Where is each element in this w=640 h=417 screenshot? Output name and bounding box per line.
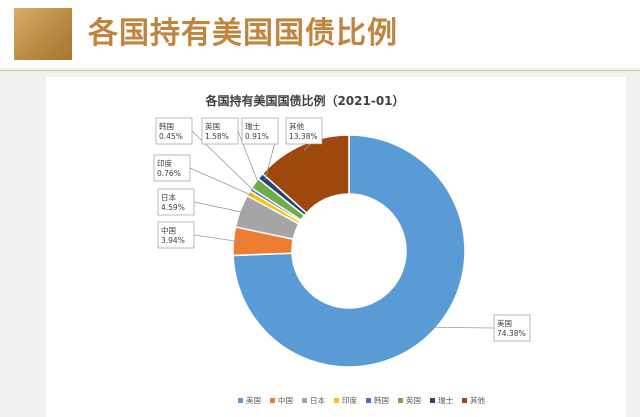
leader-line-6 (237, 130, 261, 187)
data-label-category-6: 英国 (205, 121, 220, 131)
legend-swatch-7 (430, 398, 435, 403)
data-label-box-5 (155, 117, 193, 145)
leader-line-4 (189, 167, 254, 197)
legend-label-1: 美国 (246, 395, 261, 405)
legend-label-5: 韩国 (374, 395, 389, 405)
legend-swatch-6 (398, 398, 403, 403)
data-label-box-6 (201, 117, 239, 145)
donut-chart: 美国74.38%中国3.94%日本4.59%印度0.76%韩国0.45%英国1.… (153, 93, 531, 405)
header-logo-icon (14, 8, 72, 60)
data-label-value-1: 74.38% (497, 329, 526, 338)
data-label-box-3 (157, 188, 195, 216)
legend-swatch-4 (334, 398, 339, 403)
data-label-value-4: 0.76% (157, 169, 181, 178)
data-label-category-4: 印度 (157, 158, 172, 168)
data-label-box-7 (241, 117, 279, 145)
data-label-value-8: 13.38% (289, 132, 318, 141)
legend-label-4: 印度 (342, 395, 357, 405)
leader-line-1 (428, 326, 495, 329)
legend-label-3: 日本 (310, 395, 325, 405)
data-label-category-3: 日本 (161, 192, 176, 202)
header-divider (0, 70, 640, 71)
legend-swatch-5 (366, 398, 371, 403)
legend-label-2: 中国 (278, 395, 293, 405)
chart-panel: 美国 74.38% 中国 3.94% 日本 4.59% 印度 0.76% 韩国 0.45% 英国 1.… (46, 77, 626, 417)
legend-label-8: 其他 (470, 395, 485, 405)
data-label-box-2 (157, 221, 195, 249)
data-label-category-2: 中国 (161, 225, 176, 235)
data-label-box-1 (493, 314, 531, 342)
legend-swatch-2 (270, 398, 275, 403)
leader-line-3 (193, 201, 246, 214)
data-label-box-8 (285, 117, 323, 145)
legend-label-7: 瑞士 (438, 395, 453, 405)
header-bar: 各国持有美国国债比例 (0, 0, 640, 68)
legend-swatch-3 (302, 398, 307, 403)
data-label-category-7: 瑞士 (245, 121, 260, 131)
data-label-value-5: 0.45% (159, 132, 183, 141)
data-label-category-1: 美国 (497, 318, 512, 328)
chart-legend: 美国 中国 日本 印度 韩国 英国 瑞士 其他 (238, 395, 485, 405)
data-label-box-4 (153, 154, 191, 182)
legend-label-6: 英国 (406, 395, 421, 405)
data-label-value-2: 3.94% (161, 236, 185, 245)
legend-swatch-8 (462, 398, 467, 403)
data-label-value-6: 1.58% (205, 132, 229, 141)
slice-8 (261, 134, 350, 215)
leader-line-2 (193, 234, 240, 243)
chart-title: 各国持有美国国债比例（2021-01） (204, 93, 404, 108)
slice-1 (232, 134, 466, 368)
data-label-value-7: 0.91% (245, 132, 269, 141)
chart-slices (232, 134, 466, 368)
data-label-category-5: 韩国 (159, 121, 174, 131)
legend-swatch-1 (238, 398, 243, 403)
data-label-category-8: 其他 (289, 121, 304, 131)
page-title: 各国持有美国国债比例 (88, 16, 398, 51)
data-label-value-3: 4.59% (161, 203, 185, 212)
